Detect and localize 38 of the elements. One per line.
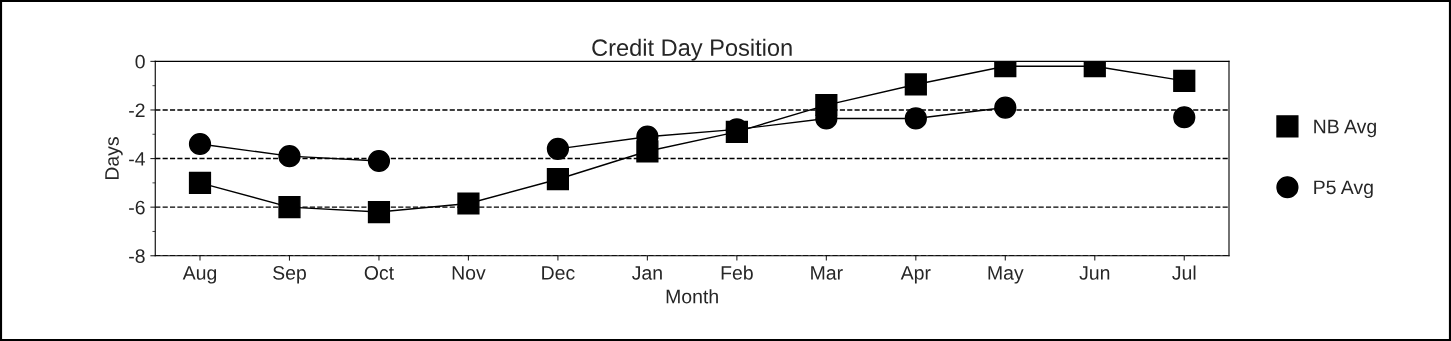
- x-tick-label: Jan: [632, 266, 662, 280]
- y-tick-label: 0: [135, 54, 145, 69]
- x-tick-label: Sep: [273, 265, 306, 284]
- chart-title: Credit Day Position: [592, 38, 792, 61]
- x-tick-label: Nov: [452, 266, 486, 280]
- x-tick-label: Apr: [900, 266, 931, 284]
- point: [1173, 69, 1196, 92]
- point: [188, 171, 212, 194]
- point: [278, 196, 301, 219]
- y-tick-label: -2: [129, 103, 145, 118]
- point: [546, 137, 570, 160]
- point: [367, 149, 391, 173]
- point: [188, 132, 212, 156]
- point: [546, 168, 570, 191]
- point: [904, 73, 927, 96]
- point: [904, 107, 927, 130]
- y-tick-label: -4: [129, 152, 145, 166]
- point: [367, 200, 391, 224]
- y-tick-label: -6: [129, 200, 145, 215]
- y-axis-title: Days: [105, 137, 123, 180]
- x-tick-label: Feb: [721, 265, 753, 280]
- point: [815, 94, 838, 117]
- point: [1173, 106, 1196, 129]
- x-tick-label: Jun: [1079, 266, 1110, 280]
- point: [636, 140, 659, 163]
- x-tick-label: May: [988, 266, 1024, 284]
- x-tick-label: Oct: [364, 265, 394, 280]
- x-tick-label: Aug: [182, 266, 217, 284]
- point: [457, 192, 480, 215]
- legend-label: P5 Avg: [1314, 180, 1373, 199]
- point: [278, 145, 301, 168]
- y-tick-label: -8: [129, 249, 145, 263]
- x-tick-label: Mar: [811, 266, 843, 280]
- x-axis-title: Month: [666, 289, 718, 304]
- x-tick-label: Dec: [542, 266, 575, 280]
- point: [994, 96, 1017, 119]
- x-tick-label: Jul: [1172, 265, 1196, 280]
- legend-label: NB Avg: [1314, 119, 1376, 138]
